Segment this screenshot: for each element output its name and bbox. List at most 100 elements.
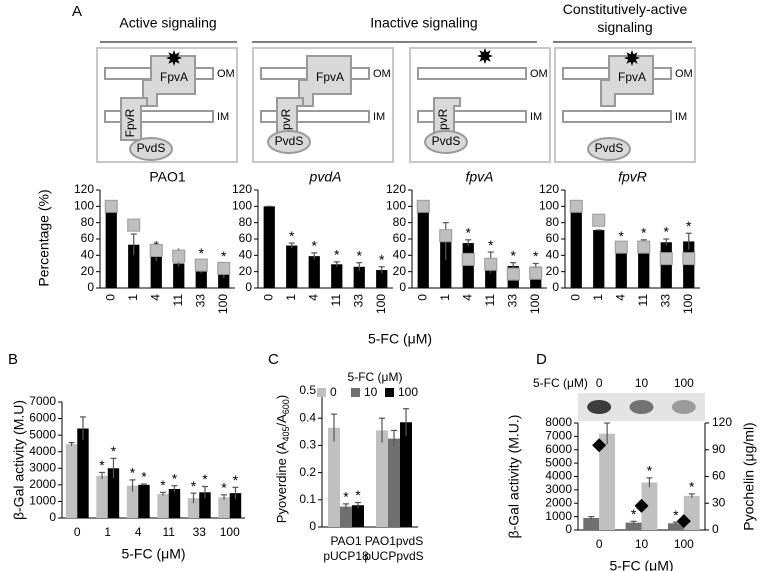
y-tick-label: 0.2 bbox=[299, 465, 316, 479]
bar bbox=[485, 262, 497, 288]
diamond-marker bbox=[676, 514, 691, 529]
y-tick-label: 40 bbox=[393, 248, 407, 262]
protein-label: FpvR bbox=[123, 108, 137, 137]
x-tick-label: PAO1 bbox=[330, 534, 361, 548]
x-axis-label: 5-FC (μM) bbox=[609, 558, 673, 571]
membrane-label: IM bbox=[675, 111, 687, 123]
y-tick-label: 0 bbox=[309, 519, 316, 533]
y-tick-label: 4000 bbox=[545, 469, 572, 483]
x-tick-label: 11 bbox=[636, 294, 650, 307]
bar bbox=[625, 522, 642, 530]
bar bbox=[65, 444, 78, 518]
square-marker bbox=[194, 258, 208, 272]
siderophore bbox=[624, 50, 640, 66]
y-tick-label: 0.5 bbox=[299, 383, 316, 397]
significance-star: * bbox=[533, 248, 539, 264]
bar bbox=[417, 212, 429, 288]
x-tick-label: 4 bbox=[148, 294, 162, 301]
y-axis-label: Pyoverdine (A405/A600) bbox=[274, 395, 291, 523]
bar bbox=[138, 484, 150, 518]
blot-band bbox=[671, 400, 696, 414]
y-tick-label: 4000 bbox=[29, 444, 56, 458]
membrane-label: OM bbox=[217, 68, 235, 80]
fpva bbox=[298, 55, 352, 107]
bar bbox=[128, 244, 140, 288]
significance-star: * bbox=[202, 471, 208, 487]
bar bbox=[593, 230, 605, 288]
bar bbox=[376, 270, 388, 288]
pvds bbox=[129, 137, 173, 161]
bar bbox=[340, 506, 352, 527]
y-tick-label: 0 bbox=[49, 510, 56, 524]
bar bbox=[570, 212, 582, 288]
bar bbox=[107, 468, 120, 518]
square-marker bbox=[172, 249, 186, 263]
y-tick-label: 80 bbox=[81, 215, 95, 229]
significance-star: * bbox=[466, 225, 472, 241]
square-marker bbox=[439, 229, 453, 243]
x-tick-label: 100 bbox=[528, 294, 542, 314]
significance-star: * bbox=[233, 472, 239, 488]
significance-star: * bbox=[199, 245, 205, 261]
y-tick-label: 60 bbox=[393, 231, 407, 245]
chart-title: fpvR bbox=[618, 169, 647, 185]
bar bbox=[667, 523, 684, 530]
y-axis-label: Percentage (%) bbox=[36, 189, 52, 286]
x-tick-label: 11 bbox=[171, 294, 185, 307]
y-tick-label: 0 bbox=[399, 280, 406, 294]
y-axis-label-part: Pyoverdine (A bbox=[274, 441, 289, 523]
significance-star: * bbox=[221, 248, 227, 264]
x-tick-label: 4 bbox=[613, 294, 627, 301]
fpvr bbox=[120, 97, 148, 141]
blot-band bbox=[587, 400, 612, 414]
square-marker bbox=[461, 252, 475, 266]
significance-star: * bbox=[379, 251, 385, 267]
y2-axis-label: Pyochelin (μg/ml) bbox=[741, 422, 757, 530]
bar bbox=[352, 505, 364, 527]
bar bbox=[638, 245, 650, 288]
membrane-label: OM bbox=[373, 68, 391, 80]
x-tick-label: 33 bbox=[193, 294, 207, 308]
significance-star: * bbox=[619, 228, 625, 244]
y-tick-label: 0.3 bbox=[299, 438, 316, 452]
group-title: Inactive signaling bbox=[370, 15, 477, 31]
x-axis-label: 5-FC (μM) bbox=[368, 331, 432, 347]
y-axis-label: β-Gal activity (M.U) bbox=[11, 400, 27, 520]
y-tick-label: 120 bbox=[539, 182, 559, 196]
protein-label: FpvA bbox=[160, 70, 188, 84]
bar bbox=[105, 212, 117, 288]
y-tick-label: 100 bbox=[386, 199, 406, 213]
x-tick-label: 11 bbox=[483, 294, 497, 307]
legend-label: 10 bbox=[364, 385, 378, 399]
significance-star: * bbox=[511, 247, 517, 263]
y-tick-label: 80 bbox=[239, 215, 253, 229]
significance-star: * bbox=[357, 247, 363, 263]
significance-star: * bbox=[488, 237, 494, 253]
significance-star: * bbox=[160, 477, 166, 493]
y-tick-label: 100 bbox=[539, 199, 559, 213]
significance-star: * bbox=[355, 487, 361, 503]
y-tick-label: 100 bbox=[74, 199, 94, 213]
significance-star: * bbox=[141, 469, 147, 485]
bar bbox=[199, 492, 211, 518]
x-tick-label: 1 bbox=[104, 525, 111, 539]
x-tick-label: 33 bbox=[505, 294, 519, 308]
y-tick-label: 0 bbox=[245, 280, 252, 294]
fpva bbox=[600, 55, 654, 107]
membrane-label: OM bbox=[530, 68, 548, 80]
bar bbox=[77, 428, 89, 518]
protein-label: PvdS bbox=[275, 134, 304, 148]
x-tick-label: pUCPpvdS bbox=[364, 549, 423, 563]
significance-star: * bbox=[99, 457, 105, 473]
significance-star: * bbox=[289, 228, 295, 244]
y-tick-label: 2000 bbox=[545, 495, 572, 509]
significance-star: * bbox=[647, 463, 653, 479]
y2-tick-label: 120 bbox=[712, 415, 732, 429]
significance-star: * bbox=[673, 507, 679, 523]
y-tick-label: 60 bbox=[81, 231, 95, 245]
y-tick-label: 3000 bbox=[29, 460, 56, 474]
legend-swatch bbox=[385, 388, 394, 397]
significance-star: * bbox=[689, 479, 695, 495]
square-marker bbox=[416, 199, 430, 213]
y-tick-label: 20 bbox=[81, 264, 95, 278]
